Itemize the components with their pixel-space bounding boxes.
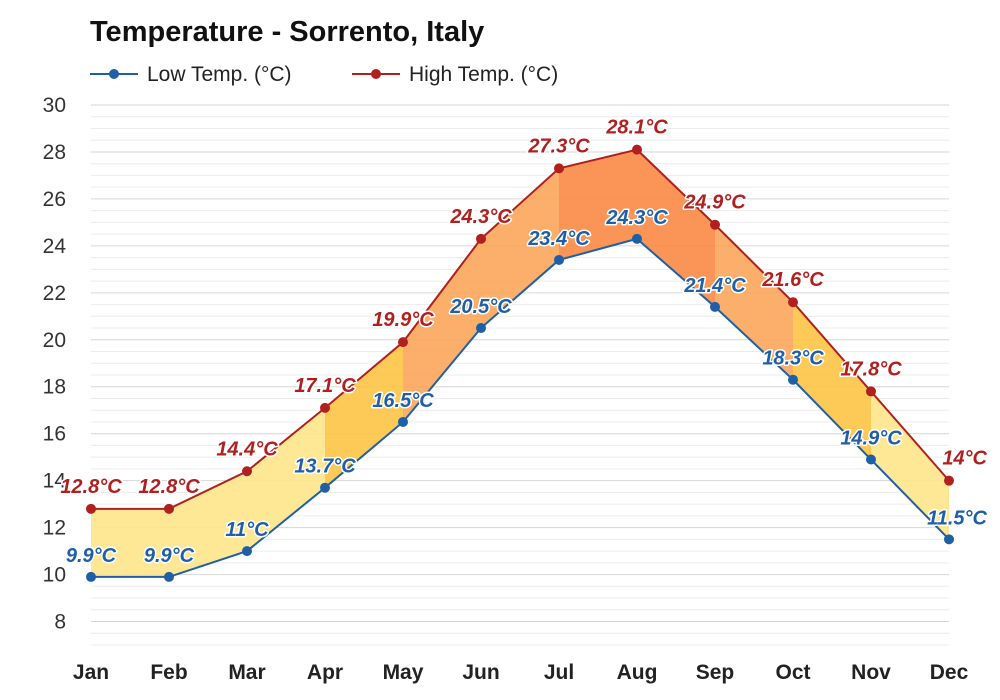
high-temp-label-jan: 12.8°C xyxy=(60,476,122,498)
high-temp-label-dec: 14°C xyxy=(942,448,987,470)
x-tick-label: Jun xyxy=(462,661,499,684)
y-tick-label: 12 xyxy=(43,517,66,540)
legend-item-high[interactable]: High Temp. (°C) xyxy=(352,63,558,86)
chart-title: Temperature - Sorrento, Italy xyxy=(90,16,484,48)
high-temp-point-dec[interactable] xyxy=(944,475,954,486)
low-temp-label-nov: 14.9°C xyxy=(840,428,902,450)
high-temp-point-nov[interactable] xyxy=(866,386,876,397)
high-temp-point-mar[interactable] xyxy=(242,466,252,477)
area-segment-oct xyxy=(793,302,871,460)
high-temp-point-jun[interactable] xyxy=(476,233,486,244)
low-temp-point-jul[interactable] xyxy=(554,254,564,265)
area-segment-aug xyxy=(637,149,715,307)
high-temp-label-nov: 17.8°C xyxy=(840,358,902,380)
high-temp-label-mar: 14.4°C xyxy=(216,438,278,460)
data-labels: 9.9°C 9.9°C 11°C 13.7°C 16.5°C 20.5°C 23.4°C 24… xyxy=(59,115,989,568)
y-tick-label: 26 xyxy=(43,188,66,211)
low-temp-label-jul: 23.4°C xyxy=(527,228,590,250)
area-segment-feb xyxy=(169,471,247,577)
x-tick-label: Apr xyxy=(307,661,343,684)
high-temp-point-jan[interactable] xyxy=(86,503,96,514)
high-temp-point-feb[interactable] xyxy=(164,503,174,514)
area-segment-jun xyxy=(481,168,559,329)
low-temp-point-nov[interactable] xyxy=(866,454,876,465)
low-temp-point-mar[interactable] xyxy=(242,546,252,557)
y-tick-label: 28 xyxy=(43,141,66,164)
low-temp-point-feb[interactable] xyxy=(164,571,174,582)
low-temp-line xyxy=(91,237,950,578)
low-temp-label-jan: 9.9°C xyxy=(66,545,117,567)
y-tick-label: 24 xyxy=(43,235,67,258)
high-temp-label-apr: 17.1°C xyxy=(294,375,356,397)
y-tick-label: 18 xyxy=(43,376,66,399)
high-temp-label-jul: 27.3°C xyxy=(527,135,590,157)
low-temp-point-dec[interactable] xyxy=(944,534,954,545)
high-temp-label-sep: 24.9°C xyxy=(683,192,746,214)
y-tick-label: 30 xyxy=(43,94,66,117)
low-temp-point-jun[interactable] xyxy=(476,323,486,334)
low-temp-point-oct[interactable] xyxy=(788,374,798,385)
area-segment-jan xyxy=(91,508,169,577)
x-tick-label: Dec xyxy=(930,661,969,684)
area-segment-jul xyxy=(559,149,637,260)
low-temp-label-aug: 24.3°C xyxy=(605,207,668,229)
low-temp-point-may[interactable] xyxy=(398,416,408,427)
area-fills xyxy=(91,149,949,577)
area-segment-apr xyxy=(325,342,403,488)
area-segment-may xyxy=(403,238,481,422)
x-tick-label: Nov xyxy=(851,661,891,684)
x-tick-label: Oct xyxy=(775,661,810,684)
high-temp-point-jul[interactable] xyxy=(554,163,564,174)
area-segment-sep xyxy=(715,224,793,380)
legend-high-marker xyxy=(371,69,381,79)
low-temp-label-jun: 20.5°C xyxy=(449,296,512,318)
x-tick-label: Jan xyxy=(73,661,109,684)
y-tick-label: 8 xyxy=(54,611,66,634)
low-temp-point-aug[interactable] xyxy=(632,233,642,244)
low-temp-label-dec: 11.5°C xyxy=(927,507,987,529)
high-temp-label-oct: 21.6°C xyxy=(761,269,824,291)
high-temp-label-jun: 24.3°C xyxy=(449,206,512,228)
x-tick-label: Feb xyxy=(150,661,187,684)
high-temp-label-feb: 12.8°C xyxy=(138,476,200,498)
high-temp-line xyxy=(91,148,950,510)
x-tick-label: Sep xyxy=(696,661,735,684)
low-temp-point-apr[interactable] xyxy=(320,482,330,493)
axis-ticks: 8 10 12 14 16 18 20 22 24 26 28 30 Jan Feb Mar Apr May Ju… xyxy=(43,94,969,684)
legend: Low Temp. (°C) High Temp. (°C) xyxy=(90,63,558,86)
low-temp-point-sep[interactable] xyxy=(710,301,720,312)
legend-high-label: High Temp. (°C) xyxy=(409,63,558,86)
high-temp-point-apr[interactable] xyxy=(320,402,330,413)
area-segment-mar xyxy=(247,407,325,552)
low-temp-label-oct: 18.3°C xyxy=(762,348,824,370)
area-segment-nov xyxy=(871,391,949,540)
x-tick-label: Aug xyxy=(617,661,658,684)
legend-low-marker xyxy=(109,69,119,79)
low-temp-label-mar: 11°C xyxy=(225,519,269,541)
high-temp-point-oct[interactable] xyxy=(788,297,798,308)
high-temp-label-may: 19.9°C xyxy=(372,309,434,331)
y-tick-label: 22 xyxy=(43,282,66,305)
legend-low-label: Low Temp. (°C) xyxy=(147,63,292,86)
low-temp-point-jan[interactable] xyxy=(86,571,96,582)
high-temp-label-aug: 28.1°C xyxy=(605,117,668,139)
high-temp-point-sep[interactable] xyxy=(710,219,720,230)
x-tick-label: Jul xyxy=(544,661,574,684)
y-tick-label: 16 xyxy=(43,423,66,446)
x-tick-label: Mar xyxy=(228,661,265,684)
low-temp-label-sep: 21.4°C xyxy=(683,275,746,297)
high-temp-point-aug[interactable] xyxy=(632,144,642,155)
series-lines xyxy=(86,144,954,582)
low-temp-label-may: 16.5°C xyxy=(372,390,434,412)
y-tick-label: 14 xyxy=(43,470,67,493)
low-temp-label-apr: 13.7°C xyxy=(294,456,356,478)
x-tick-label: May xyxy=(383,661,424,684)
low-temp-label-feb: 9.9°C xyxy=(144,545,195,567)
legend-item-low[interactable]: Low Temp. (°C) xyxy=(90,63,292,86)
high-temp-point-may[interactable] xyxy=(398,337,408,348)
y-tick-label: 20 xyxy=(43,329,66,352)
y-tick-label: 10 xyxy=(43,564,66,587)
